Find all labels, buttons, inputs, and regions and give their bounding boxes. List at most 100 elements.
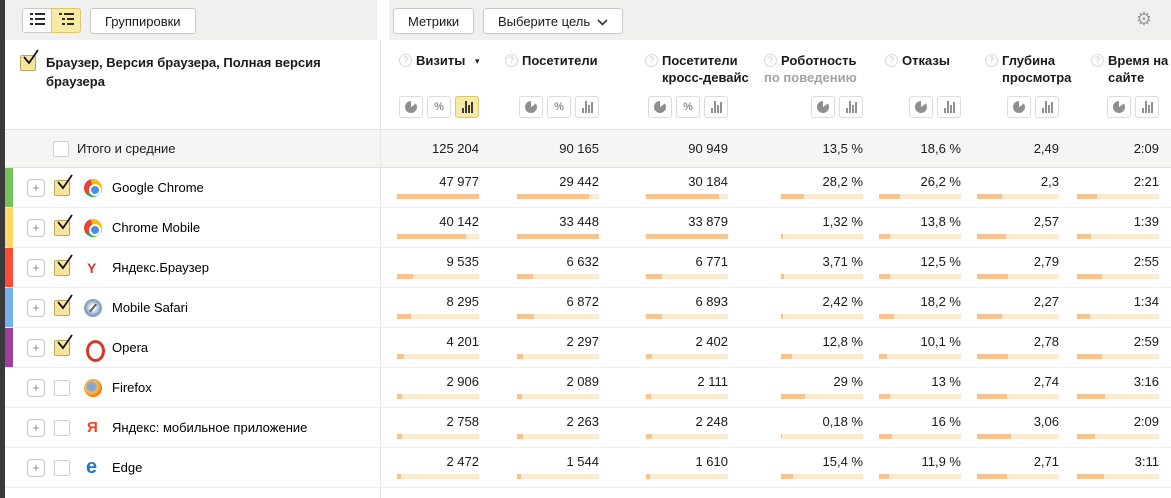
pie-chart-icon <box>915 101 927 113</box>
row-label[interactable]: Яндекс.Браузер <box>112 260 209 275</box>
row-checkbox[interactable] <box>54 294 73 316</box>
groupings-button[interactable]: Группировки <box>90 8 196 34</box>
bar-chart-toggle[interactable] <box>839 96 863 118</box>
row-label[interactable]: Яндекс: мобильное приложение <box>112 420 308 435</box>
percent-toggle[interactable]: % <box>547 96 571 118</box>
pie-chart-toggle[interactable] <box>1007 96 1031 118</box>
cell-value: 2 248 <box>695 414 728 429</box>
table-row-firefox[interactable]: + Firefox 2 906 2 089 2 111 29 % 13 % 2,… <box>5 368 1171 408</box>
select-goal-button[interactable]: Выберите цель <box>483 8 624 34</box>
question-circle-icon[interactable]: ? <box>764 54 777 67</box>
yandex-browser-icon <box>84 259 102 277</box>
totals-visits: 125 204 <box>432 141 479 156</box>
percent-toggle[interactable]: % <box>676 96 700 118</box>
question-circle-icon[interactable]: ? <box>985 54 998 67</box>
value-bar <box>646 354 728 359</box>
firefox-browser-icon <box>84 379 102 397</box>
cell-value: 40 142 <box>439 214 479 229</box>
bar-chart-icon <box>943 101 955 113</box>
table-row-yandex-app[interactable]: + Яндекс: мобильное приложение 2 758 2 2… <box>5 408 1171 448</box>
cell-value: 3:16 <box>1133 374 1159 389</box>
cell-value: 2 263 <box>566 414 599 429</box>
expand-row-button[interactable]: + <box>27 419 45 437</box>
cell-value: 2:09 <box>1133 414 1159 429</box>
row-label[interactable]: Firefox <box>112 380 152 395</box>
table-row-yandex-browser[interactable]: + Яндекс.Браузер 9 535 6 632 6 771 3,71 … <box>5 248 1171 288</box>
cell-value: 1 610 <box>695 454 728 469</box>
value-bar <box>781 434 863 439</box>
pie-chart-toggle[interactable] <box>519 96 543 118</box>
bar-chart-toggle[interactable] <box>1035 96 1059 118</box>
row-label[interactable]: Edge <box>112 460 143 475</box>
list-view-button[interactable] <box>22 8 52 33</box>
dimension-header: Браузер, Версия браузера, Полная версия … <box>20 49 368 91</box>
expand-row-button[interactable]: + <box>27 179 45 197</box>
cell-value: 47 977 <box>439 174 479 189</box>
settings-gear-icon[interactable]: ⚙ <box>1133 8 1155 30</box>
value-bar <box>781 354 863 359</box>
row-checkbox[interactable] <box>54 460 70 476</box>
pie-chart-toggle[interactable] <box>648 96 672 118</box>
chrome-browser-icon <box>84 179 102 197</box>
expand-row-button[interactable]: + <box>27 379 45 397</box>
pie-chart-toggle[interactable] <box>1107 96 1131 118</box>
value-bar <box>397 194 479 199</box>
cell-value: 0,18 % <box>822 414 863 429</box>
edge-browser-icon <box>84 457 102 477</box>
cell-value: 4 201 <box>446 334 479 349</box>
question-circle-icon[interactable]: ? <box>399 54 412 67</box>
row-label[interactable]: Opera <box>112 340 149 355</box>
bar-chart-toggle[interactable] <box>1135 96 1159 118</box>
totals-label: Итого и средние <box>77 141 176 156</box>
row-checkbox[interactable] <box>54 334 73 356</box>
dimension-checkbox[interactable] <box>20 49 39 71</box>
metrics-button[interactable]: Метрики <box>393 8 475 34</box>
expand-row-button[interactable]: + <box>27 339 45 357</box>
row-label[interactable]: Mobile Safari <box>112 300 188 315</box>
expand-row-button[interactable]: + <box>27 299 45 317</box>
expand-row-button[interactable]: + <box>27 219 45 237</box>
bar-chart-toggle[interactable] <box>937 96 961 118</box>
column-label-robotness[interactable]: ? Роботность по поведению <box>764 52 857 86</box>
cell-value: 2,78 <box>1033 334 1059 349</box>
question-circle-icon[interactable]: ? <box>505 54 518 67</box>
table-row-google-chrome[interactable]: + Google Chrome 47 977 29 442 30 184 28,… <box>5 168 1171 208</box>
row-checkbox[interactable] <box>54 254 73 276</box>
totals-cells: 125 204 90 165 90 949 13,5 % 18,6 % 2,49… <box>380 130 1171 167</box>
question-circle-icon[interactable]: ? <box>1091 54 1104 67</box>
column-label-visits[interactable]: ? Визиты ▾ <box>399 52 479 70</box>
totals-checkbox[interactable] <box>53 141 69 157</box>
question-circle-icon[interactable]: ? <box>885 54 898 67</box>
question-circle-icon[interactable]: ? <box>645 54 658 67</box>
row-checkbox[interactable] <box>54 380 70 396</box>
column-label-cross-device[interactable]: ? Посетители кросс-девайс <box>645 52 757 86</box>
tree-view-button[interactable] <box>51 8 81 33</box>
view-toggle-group <box>22 8 81 33</box>
bar-chart-icon <box>1041 101 1053 113</box>
expand-row-button[interactable]: + <box>27 259 45 277</box>
table-row-edge[interactable]: + Edge 2 472 1 544 1 610 15,4 % 11,9 % 2… <box>5 448 1171 488</box>
row-checkbox[interactable] <box>54 214 73 236</box>
bar-chart-toggle[interactable] <box>575 96 599 118</box>
column-label-page-depth[interactable]: ? Глубина просмотра <box>985 52 1080 86</box>
column-title: Время на сайте <box>1108 53 1169 85</box>
cell-value: 12,5 % <box>920 254 961 269</box>
column-label-bounces[interactable]: ? Отказы <box>885 52 950 69</box>
row-checkbox[interactable] <box>54 174 73 196</box>
column-label-time-on-site[interactable]: ? Время на сайте <box>1091 52 1171 86</box>
row-label[interactable]: Google Chrome <box>112 180 204 195</box>
row-label[interactable]: Chrome Mobile <box>112 220 201 235</box>
bar-chart-toggle[interactable] <box>455 96 479 118</box>
pie-chart-toggle[interactable] <box>909 96 933 118</box>
pie-chart-toggle[interactable] <box>399 96 423 118</box>
table-row-mobile-safari[interactable]: + Mobile Safari 8 295 6 872 6 893 2,42 %… <box>5 288 1171 328</box>
bar-chart-toggle[interactable] <box>704 96 728 118</box>
percent-toggle[interactable]: % <box>427 96 451 118</box>
expand-row-button[interactable]: + <box>27 459 45 477</box>
table-row-chrome-mobile[interactable]: + Chrome Mobile 40 142 33 448 33 879 1,3… <box>5 208 1171 248</box>
value-bar <box>1077 274 1159 279</box>
table-row-opera[interactable]: + Opera 4 201 2 297 2 402 12,8 % 10,1 % … <box>5 328 1171 368</box>
row-checkbox[interactable] <box>54 420 70 436</box>
pie-chart-toggle[interactable] <box>811 96 835 118</box>
column-label-visitors[interactable]: ? Посетители <box>505 52 598 69</box>
